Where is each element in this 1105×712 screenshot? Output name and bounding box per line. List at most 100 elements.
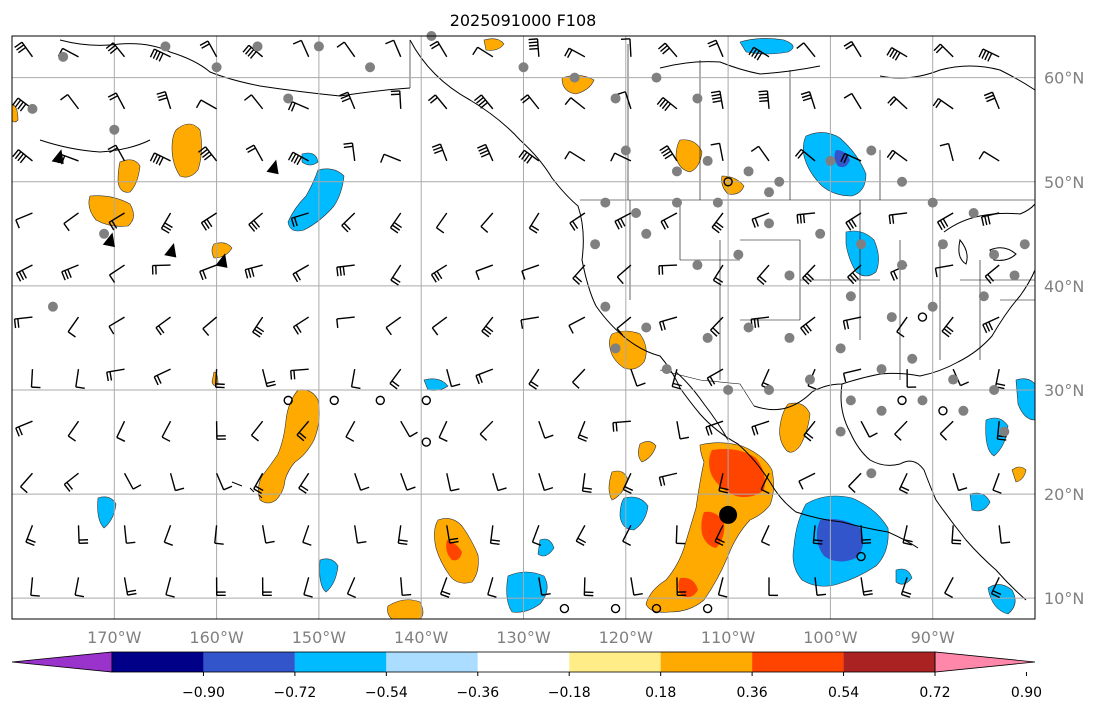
wind-barb	[160, 212, 173, 234]
station-marker-open	[856, 551, 866, 562]
colorbar-frame	[111, 651, 936, 673]
wind-barb	[290, 368, 309, 380]
wind-barb	[346, 577, 357, 599]
lon-label: 140°W	[394, 628, 449, 647]
positive-anomaly-area	[721, 175, 745, 195]
wind-barb	[933, 43, 954, 58]
wind-barb	[802, 264, 816, 285]
wind-barb	[215, 577, 226, 597]
wind-barb	[475, 368, 494, 385]
wind-barb	[843, 92, 862, 110]
station-marker	[835, 343, 846, 354]
wind-barb	[800, 91, 816, 110]
station-marker-open	[897, 395, 907, 406]
wind-barb	[261, 368, 276, 388]
station-marker	[784, 332, 795, 343]
lake-shore	[958, 238, 968, 265]
station-marker	[958, 405, 969, 416]
station-marker	[47, 301, 58, 312]
us-state-borders	[629, 200, 1035, 380]
aleutian-arc	[39, 139, 151, 153]
wind-barb	[756, 264, 770, 286]
wind-barb	[800, 316, 816, 336]
wind-barb	[941, 316, 954, 338]
wind-barb	[477, 143, 494, 162]
wind-barb	[707, 39, 724, 58]
wind-barb	[354, 473, 370, 491]
wind-barb	[475, 264, 494, 281]
station-marker-open	[917, 312, 928, 322]
station-marker	[160, 41, 171, 52]
wind-barb	[390, 90, 402, 109]
wind-barb	[796, 212, 816, 224]
wind-barb	[292, 264, 310, 283]
wind-barb	[610, 152, 632, 162]
wind-barb	[63, 472, 79, 492]
wind-barb	[538, 473, 554, 492]
positive-anomaly-area	[609, 330, 647, 370]
wind-barb	[860, 525, 872, 544]
station-marker	[989, 384, 1000, 395]
wind-barb	[287, 151, 310, 166]
wind-barb	[480, 212, 494, 233]
wind-barb	[748, 46, 770, 61]
wind-barb	[717, 577, 728, 598]
wind-barb	[25, 525, 36, 546]
wind-barb	[199, 264, 217, 281]
lat-label: 40°N	[1044, 277, 1084, 296]
negative-anomaly-area	[845, 230, 879, 277]
wind-barb	[614, 212, 632, 230]
wind-barb	[520, 316, 539, 329]
wind-barb	[341, 212, 356, 233]
gridlines	[12, 36, 1035, 619]
wind-barb	[847, 264, 862, 285]
wind-pennant	[215, 253, 228, 268]
station-marker	[283, 93, 294, 104]
wind-barb	[243, 94, 264, 110]
wind-barb	[902, 525, 913, 546]
station-marker	[999, 426, 1010, 437]
anomaly-fill-layer	[11, 38, 1036, 620]
wind-barb	[520, 94, 540, 110]
canadian-province-borders	[627, 44, 881, 200]
wind-barb	[944, 577, 954, 599]
colorbar-segment	[112, 652, 204, 672]
wind-barb	[577, 420, 588, 442]
lon-label: 150°W	[292, 628, 347, 647]
station-marker	[712, 197, 723, 208]
lon-label: 170°W	[87, 628, 142, 647]
colorbar-tick-label: 0.54	[828, 685, 859, 701]
positive-anomaly-area	[88, 195, 134, 227]
station-marker	[907, 353, 918, 364]
wind-barb	[812, 525, 823, 545]
station-marker	[313, 41, 324, 52]
station-marker	[723, 384, 734, 395]
wind-barb	[446, 525, 459, 544]
lake-shore	[989, 247, 1017, 261]
wind-barb	[20, 472, 33, 494]
station-marker	[702, 332, 713, 343]
negative-anomaly-area	[803, 132, 867, 197]
wind-pennant	[266, 159, 279, 175]
wind-barb	[798, 472, 816, 490]
wind-barb	[978, 150, 1000, 162]
strong-negative-anomaly	[816, 519, 864, 562]
wind-barb	[60, 93, 80, 110]
wind-barb	[656, 97, 678, 112]
wind-barb	[538, 577, 551, 596]
positive-anomaly-area	[387, 599, 424, 620]
wind-barb	[718, 473, 729, 494]
wind-pennant	[51, 149, 64, 164]
wind-barb	[15, 264, 33, 282]
wind-barb	[400, 473, 416, 491]
wind-barb	[108, 316, 125, 335]
station-marker	[927, 197, 938, 208]
station-marker	[764, 187, 775, 198]
wind-barb	[202, 316, 218, 337]
station-marker	[600, 197, 611, 208]
wind-barb	[149, 48, 171, 62]
wind-barb	[569, 212, 586, 231]
wind-barb	[616, 264, 632, 285]
wind-barb	[758, 90, 770, 109]
wind-barb	[939, 420, 954, 441]
